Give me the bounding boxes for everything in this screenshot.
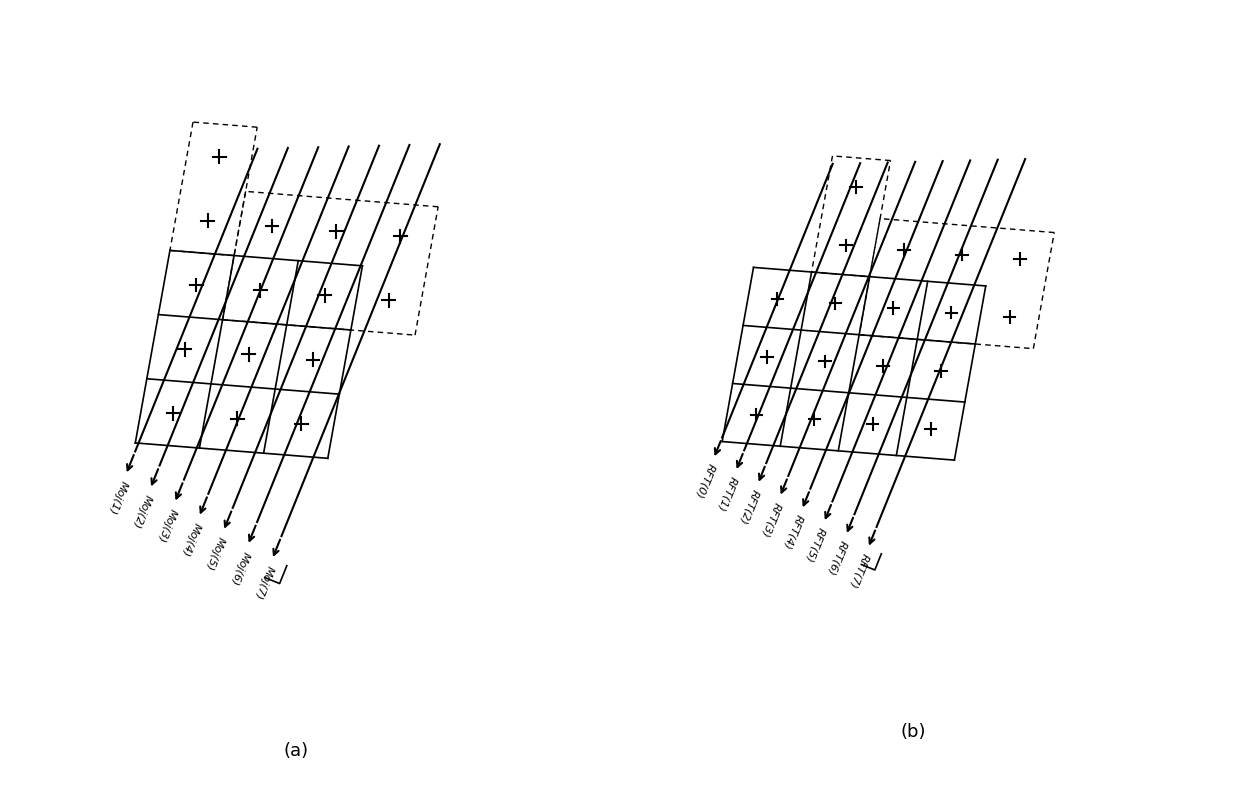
Text: Moj(4): Moj(4) [180,521,202,558]
Text: Moj(5): Moj(5) [203,536,227,572]
Text: (a): (a) [283,742,309,760]
Text: Moj(2): Moj(2) [130,493,154,529]
Text: RFT(7): RFT(7) [848,552,870,589]
Text: Moj(6): Moj(6) [228,549,250,586]
Text: RFT(0): RFT(0) [693,462,717,500]
Text: Moj(1): Moj(1) [107,479,129,516]
Text: RFT(2): RFT(2) [738,488,760,525]
Text: RFT(6): RFT(6) [826,539,848,576]
Text: RFT(5): RFT(5) [804,526,827,564]
Text: Moj(3): Moj(3) [155,507,177,544]
Text: RFT(3): RFT(3) [760,501,782,538]
Text: RFT(4): RFT(4) [781,513,805,551]
Text: RFT(1): RFT(1) [715,475,739,513]
Text: Moj(7): Moj(7) [253,564,275,600]
Text: (b): (b) [901,723,926,741]
